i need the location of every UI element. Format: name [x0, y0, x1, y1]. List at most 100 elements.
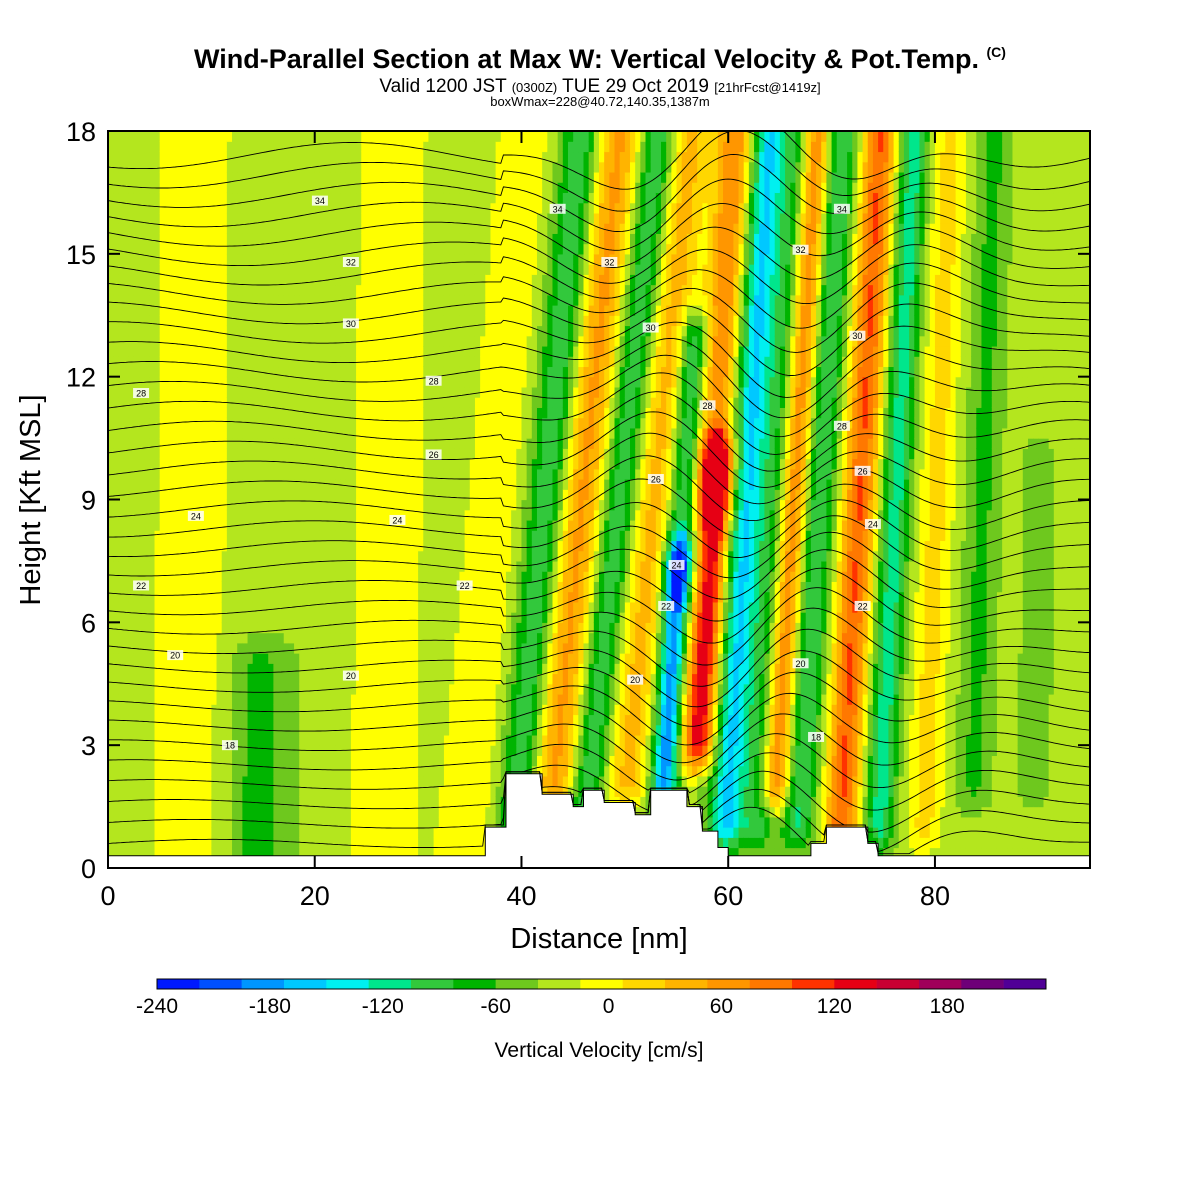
field-cell	[309, 519, 316, 531]
field-cell	[412, 499, 419, 511]
field-cell	[123, 141, 130, 153]
field-cell	[216, 366, 223, 378]
field-cell	[294, 212, 300, 224]
field-cell	[319, 571, 326, 582]
field-cell	[268, 202, 274, 214]
field-cell	[376, 642, 383, 654]
field-cell	[185, 601, 192, 613]
field-cell	[412, 612, 419, 623]
field-cell	[454, 642, 461, 654]
field-cell	[294, 356, 300, 368]
field-cell	[418, 468, 424, 480]
field-cell	[304, 253, 311, 265]
field-cell	[438, 407, 445, 419]
field-cell	[159, 489, 166, 501]
field-cell	[304, 264, 311, 275]
field-cell	[195, 284, 202, 296]
field-cell	[376, 489, 383, 501]
field-cell	[454, 765, 461, 777]
field-cell	[330, 642, 337, 654]
field-cell	[175, 294, 181, 306]
field-cell	[226, 438, 233, 449]
field-cell	[361, 264, 368, 275]
field-cell	[402, 775, 409, 787]
field-cell	[387, 325, 393, 337]
field-cell	[356, 786, 362, 797]
field-cell	[412, 417, 419, 429]
field-cell	[407, 397, 414, 408]
field-cell	[376, 653, 383, 664]
field-cell	[128, 448, 135, 460]
field-cell	[330, 233, 337, 245]
field-cell	[283, 131, 290, 142]
field-cell	[247, 847, 254, 859]
field-cell	[237, 806, 243, 818]
field-cell	[319, 540, 326, 552]
field-cell	[330, 397, 337, 408]
field-cell	[418, 704, 424, 716]
field-cell	[412, 192, 419, 204]
field-cell	[154, 571, 161, 582]
field-cell	[433, 796, 440, 808]
field-cell	[108, 376, 114, 388]
field-cell	[407, 642, 414, 654]
field-cell	[304, 397, 311, 408]
field-cell	[159, 417, 166, 429]
field-cell	[443, 550, 450, 562]
field-cell	[449, 284, 455, 296]
field-cell	[180, 376, 187, 388]
field-cell	[195, 171, 202, 183]
field-cell	[443, 479, 450, 490]
field-cell	[381, 847, 388, 859]
field-cell	[144, 786, 150, 797]
field-cell	[242, 151, 249, 163]
field-cell	[123, 274, 130, 286]
field-cell	[118, 253, 125, 265]
field-cell	[201, 223, 207, 234]
field-cell	[371, 315, 378, 327]
field-cell	[366, 458, 373, 470]
field-cell	[113, 325, 119, 337]
field-cell	[190, 438, 197, 449]
field-cell	[443, 458, 450, 470]
field-cell	[128, 704, 135, 716]
field-cell	[340, 663, 347, 675]
field-cell	[464, 734, 471, 746]
field-cell	[232, 724, 238, 736]
field-cell	[449, 653, 455, 664]
field-cell	[201, 847, 207, 859]
field-cell	[154, 438, 161, 449]
field-cell	[283, 202, 290, 214]
field-cell	[237, 345, 243, 357]
field-cell	[325, 509, 331, 521]
field-cell	[314, 233, 321, 245]
field-cell	[113, 704, 119, 716]
field-cell	[335, 499, 342, 511]
field-cell	[164, 458, 171, 470]
field-cell	[335, 233, 342, 245]
field-cell	[278, 417, 285, 429]
field-cell	[433, 479, 440, 490]
field-cell	[195, 448, 202, 460]
field-cell	[423, 530, 430, 542]
field-cell	[201, 284, 207, 296]
field-cell	[345, 550, 352, 562]
field-cell	[180, 540, 187, 552]
field-cell	[242, 806, 249, 818]
field-cell	[128, 499, 135, 511]
field-cell	[350, 622, 357, 634]
field-cell	[335, 612, 342, 623]
field-cell	[356, 837, 362, 849]
field-cell	[273, 141, 280, 153]
field-cell	[164, 284, 171, 296]
field-cell	[330, 550, 337, 562]
field-cell	[221, 591, 228, 603]
field-cell	[108, 632, 114, 644]
field-cell	[247, 223, 254, 234]
field-cell	[371, 407, 378, 419]
field-cell	[221, 345, 228, 357]
field-cell	[376, 540, 383, 552]
field-cell	[366, 253, 373, 265]
field-cell	[335, 274, 342, 286]
field-cell	[454, 151, 461, 163]
